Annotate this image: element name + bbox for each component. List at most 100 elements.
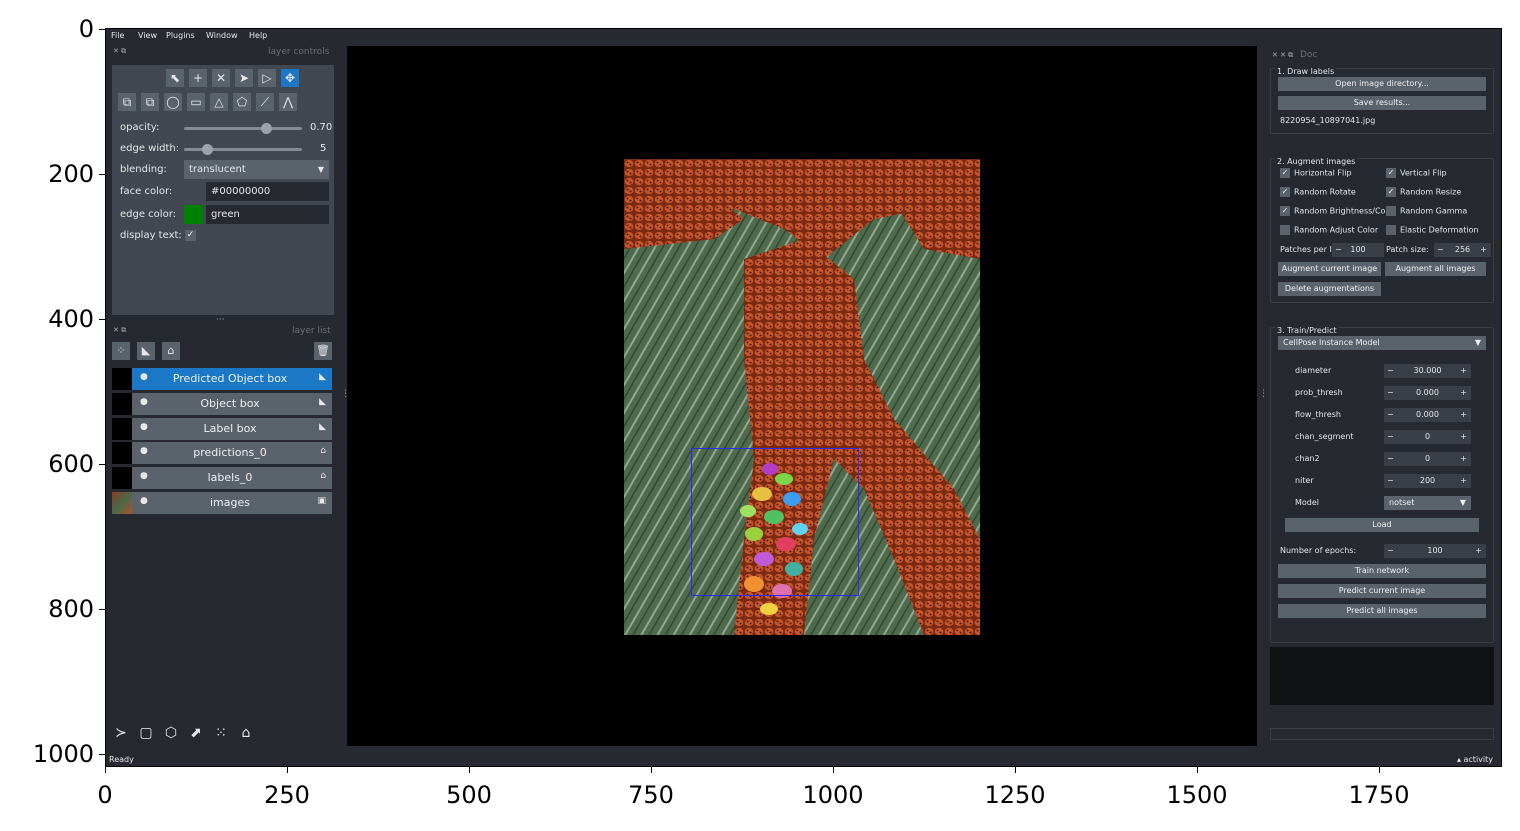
checkbox[interactable]: ✓ [1280, 206, 1290, 216]
minus-icon[interactable]: − [1387, 476, 1394, 485]
edge-color-input[interactable]: green [206, 205, 329, 224]
float-dock-icon[interactable]: ✕ ⧉ [113, 326, 127, 334]
close-dock-icon[interactable]: ✕ ✕ ⧉ [1272, 51, 1294, 59]
plus-icon[interactable]: + [1460, 410, 1467, 419]
edge-width-slider-handle[interactable] [202, 144, 214, 155]
random-brightness-option[interactable]: ✓ Random Brightness/Con [1280, 206, 1391, 216]
predicted-object-box[interactable] [691, 448, 859, 596]
delete-augmentations-button[interactable]: Delete augmentations [1278, 282, 1381, 296]
predict-current-image-button[interactable]: Predict current image [1278, 584, 1486, 598]
opacity-slider[interactable] [184, 127, 302, 130]
move-back-icon[interactable]: ⧉ [118, 93, 136, 111]
edge-width-slider[interactable] [184, 148, 302, 151]
menu-plugins[interactable]: Plugins [166, 31, 195, 40]
add-vertex-icon[interactable]: + [189, 69, 207, 87]
diameter-spinbox[interactable]: − 30.000 + [1384, 364, 1471, 378]
grid-icon[interactable]: ⁙ [215, 725, 227, 741]
eye-icon[interactable]: ● [140, 422, 148, 432]
line-icon[interactable]: ⟋ [256, 93, 274, 111]
random-gamma-option[interactable]: Random Gamma [1386, 206, 1467, 216]
new-labels-layer-icon[interactable]: ⌂ [162, 342, 180, 360]
move-front-icon[interactable]: ⧉ [141, 93, 159, 111]
random-rotate-option[interactable]: ✓ Random Rotate [1280, 187, 1356, 197]
path-icon[interactable]: ⋀ [279, 93, 297, 111]
menu-view[interactable]: View [138, 31, 157, 40]
menu-file[interactable]: File [111, 31, 125, 40]
patches-per-image-spinbox[interactable]: − 100 [1332, 243, 1384, 257]
select-icon[interactable]: ➤ [235, 69, 253, 87]
checkbox[interactable]: ✓ [1386, 187, 1396, 197]
minus-icon[interactable]: − [1387, 388, 1394, 397]
minus-icon[interactable]: − [1387, 432, 1394, 441]
plus-icon[interactable]: + [1460, 476, 1467, 485]
chan2-spinbox[interactable]: − 0 + [1384, 452, 1471, 466]
save-results-button[interactable]: Save results... [1278, 96, 1486, 110]
patch-size-spinbox[interactable]: − 256 + [1434, 243, 1491, 257]
layer-row-labels[interactable]: ● labels_0 ⌂ [112, 467, 332, 489]
load-button[interactable]: Load [1285, 518, 1479, 532]
face-color-swatch[interactable] [184, 182, 203, 201]
minus-icon[interactable]: − [1437, 245, 1444, 254]
flow-thresh-spinbox[interactable]: − 0.000 + [1384, 408, 1471, 422]
eye-icon[interactable]: ● [140, 471, 148, 481]
splitter-handle[interactable]: ··· [216, 315, 225, 325]
triangle-icon[interactable]: △ [210, 93, 228, 111]
plus-icon[interactable]: + [1460, 432, 1467, 441]
menu-window[interactable]: Window [206, 31, 238, 40]
blending-select[interactable]: translucent ▼ [184, 160, 329, 179]
minus-icon[interactable]: − [1387, 546, 1394, 555]
minus-icon[interactable]: − [1387, 366, 1394, 375]
delete-layer-icon[interactable]: 🗑 [314, 342, 332, 360]
layer-row-label-box[interactable]: ● Label box ◣ [112, 418, 332, 440]
ellipse-icon[interactable]: ◯ [164, 93, 182, 111]
viewer-canvas[interactable] [347, 46, 1257, 746]
niter-spinbox[interactable]: − 200 + [1384, 474, 1471, 488]
activity-button[interactable]: ▴ activity [1456, 755, 1493, 764]
plus-icon[interactable]: + [1480, 245, 1487, 254]
layer-row-images[interactable]: ● images ▣ [112, 492, 332, 514]
horizontal-flip-option[interactable]: ✓ Horizontal Flip [1280, 168, 1352, 178]
move-icon[interactable]: ✥ [281, 69, 299, 87]
transpose-icon[interactable]: ⬈ [190, 725, 202, 741]
minus-icon[interactable]: − [1335, 245, 1342, 254]
delete-shape-icon[interactable]: ✕ [212, 69, 230, 87]
plus-icon[interactable]: + [1460, 366, 1467, 375]
float-dock-icon[interactable]: ✕ ⧉ [113, 47, 127, 55]
model-select[interactable]: notset ▼ [1384, 496, 1471, 510]
minus-icon[interactable]: − [1387, 454, 1394, 463]
eye-icon[interactable]: ● [140, 446, 148, 456]
checkbox[interactable] [1280, 225, 1290, 235]
checkbox[interactable]: ✓ [1280, 168, 1290, 178]
predict-all-images-button[interactable]: Predict all images [1278, 604, 1486, 618]
select-vertices-icon[interactable]: ⬉ [166, 69, 184, 87]
epochs-spinbox[interactable]: − 100 + [1384, 544, 1486, 558]
augment-current-image-button[interactable]: Augment current image [1278, 262, 1381, 276]
splitter-handle[interactable]: ⋮ [341, 389, 350, 399]
display-text-checkbox[interactable]: ✓ [185, 230, 196, 241]
rectangle-icon[interactable]: ▭ [187, 93, 205, 111]
polygon-icon[interactable]: ⬠ [233, 93, 251, 111]
home-icon[interactable]: ⌂ [241, 725, 251, 741]
plus-icon[interactable]: + [1475, 546, 1482, 555]
layer-row-predictions[interactable]: ● predictions_0 ⌂ [112, 442, 332, 464]
eye-icon[interactable]: ● [140, 496, 148, 506]
train-network-button[interactable]: Train network [1278, 564, 1486, 578]
menu-help[interactable]: Help [249, 31, 268, 40]
elastic-deformation-option[interactable]: Elastic Deformation [1386, 225, 1479, 235]
prob-thresh-spinbox[interactable]: − 0.000 + [1384, 386, 1471, 400]
direct-select-icon[interactable]: ▷ [258, 69, 276, 87]
new-points-layer-icon[interactable]: ⁘ [112, 342, 130, 360]
new-shapes-layer-icon[interactable]: ◣ [137, 342, 155, 360]
layer-row-predicted-object-box[interactable]: ● Predicted Object box ◣ [112, 368, 332, 390]
plus-icon[interactable]: + [1460, 388, 1467, 397]
layer-row-object-box[interactable]: ● Object box ◣ [112, 393, 332, 415]
eye-icon[interactable]: ● [140, 397, 148, 407]
roll-dims-icon[interactable]: ⬡ [164, 725, 178, 741]
model-type-select[interactable]: CellPose Instance Model ▼ [1278, 336, 1486, 350]
chan-segment-spinbox[interactable]: − 0 + [1384, 430, 1471, 444]
edge-color-swatch[interactable] [184, 205, 203, 224]
face-color-input[interactable]: #00000000 [206, 182, 329, 201]
checkbox[interactable] [1386, 206, 1396, 216]
open-image-directory-button[interactable]: Open image directory... [1278, 77, 1486, 91]
minus-icon[interactable]: − [1387, 410, 1394, 419]
